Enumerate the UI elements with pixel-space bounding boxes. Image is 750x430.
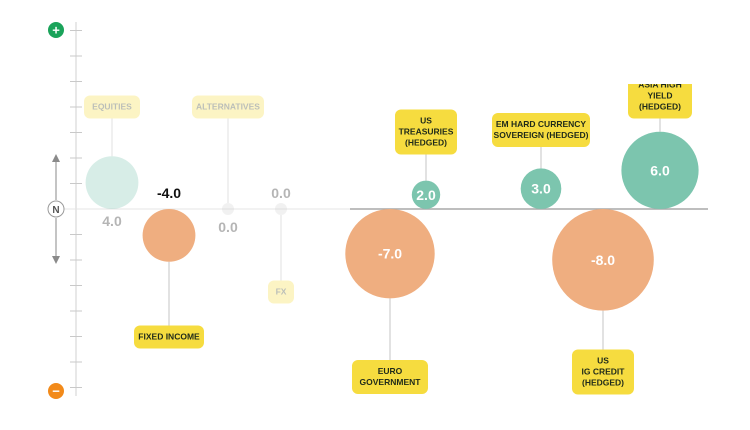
value-label: -8.0: [591, 252, 615, 268]
label-line: ALTERNATIVES: [196, 102, 260, 112]
label-box-bg: [84, 95, 140, 119]
label-line: FX: [276, 287, 287, 297]
label-line: FIXED INCOME: [138, 332, 200, 342]
label-box: EQUITIES: [84, 95, 140, 119]
label-box: FX: [268, 280, 294, 304]
bubble: [222, 203, 234, 215]
value-label: 2.0: [416, 187, 436, 203]
label-box: US TREASURIES (HEDGED): [395, 109, 457, 155]
label-line: (HEDGED): [405, 138, 447, 148]
bubble: [345, 209, 435, 299]
value-label: 4.0: [102, 213, 122, 229]
label-line: IG CREDIT: [582, 367, 626, 377]
plus-symbol: +: [52, 23, 60, 38]
label-text: FX: [276, 287, 287, 297]
value-label: 0.0: [218, 219, 238, 235]
label-boxes: EQUITIES FIXED INCOME ALTERNATIVES FX EURO GO…: [84, 73, 692, 395]
label-box-bg: [628, 73, 692, 119]
label-box-bg: [192, 95, 264, 119]
bubble: [621, 131, 699, 209]
label-line: GOVERNMENT: [360, 377, 422, 387]
label-box-bg: [395, 109, 457, 155]
label-text: EQUITIES: [92, 102, 132, 112]
neutral-badge-icon: [47, 200, 65, 218]
label-line: EQUITIES: [92, 102, 132, 112]
label-line: US: [597, 356, 609, 366]
value-label: 3.0: [531, 181, 551, 197]
label-line: EM HARD CURRENCY: [496, 119, 587, 129]
neutral-symbol: N: [52, 205, 59, 216]
label-box: EM HARD CURRENCY SOVEREIGN (HEDGED): [492, 113, 590, 147]
minus-symbol: −: [52, 384, 60, 399]
value-label: -7.0: [378, 246, 402, 262]
bubble: [142, 209, 196, 262]
label-box-bg: [268, 280, 294, 304]
label-line: ASIA HIGH: [638, 80, 682, 90]
label-line: EURO: [378, 366, 403, 376]
down-arrow-icon: [52, 256, 60, 264]
label-text: ASIA HIGH YIELD (HEDGED): [638, 80, 682, 112]
minus-badge-icon: [48, 383, 64, 399]
label-box-bg: [492, 113, 590, 147]
label-text: US IG CREDIT (HEDGED): [582, 356, 626, 388]
bubble: [411, 180, 441, 209]
label-box: ALTERNATIVES: [192, 95, 264, 119]
plus-badge-icon: [48, 22, 64, 38]
label-box-bg: [572, 349, 634, 395]
connectors: [111, 118, 661, 360]
label-box-bg: [352, 360, 428, 394]
label-text: EM HARD CURRENCY SOVEREIGN (HEDGED): [494, 119, 589, 140]
top-crop-mask: [610, 0, 710, 84]
label-line: US: [420, 116, 432, 126]
bubble: [85, 156, 139, 210]
label-line: TREASURIES: [399, 127, 454, 137]
label-text: EURO GOVERNMENT: [360, 366, 422, 387]
label-line: (HEDGED): [639, 102, 681, 112]
label-text: FIXED INCOME: [138, 332, 200, 342]
label-box: FIXED INCOME: [134, 325, 204, 349]
bubble: [552, 208, 654, 311]
bubble: [520, 168, 562, 209]
label-line: SOVEREIGN (HEDGED): [494, 130, 589, 140]
value-label: -4.0: [157, 185, 181, 201]
label-box: EURO GOVERNMENT: [352, 360, 428, 394]
bubbles: 4.0 -4.0 0.0 0.0 -7.0 2.0 3.0 -8.0 6.0: [85, 131, 699, 311]
label-line: YIELD: [647, 91, 672, 101]
label-text: ALTERNATIVES: [196, 102, 260, 112]
label-text: US TREASURIES (HEDGED): [399, 116, 454, 148]
label-box: ASIA HIGH YIELD (HEDGED): [628, 73, 692, 119]
label-line: (HEDGED): [582, 378, 624, 388]
label-box-bg: [134, 325, 204, 349]
label-box: US IG CREDIT (HEDGED): [572, 349, 634, 395]
value-label: 6.0: [650, 162, 670, 178]
bubble: [275, 203, 287, 215]
up-arrow-icon: [52, 154, 60, 162]
value-label: 0.0: [271, 185, 291, 201]
